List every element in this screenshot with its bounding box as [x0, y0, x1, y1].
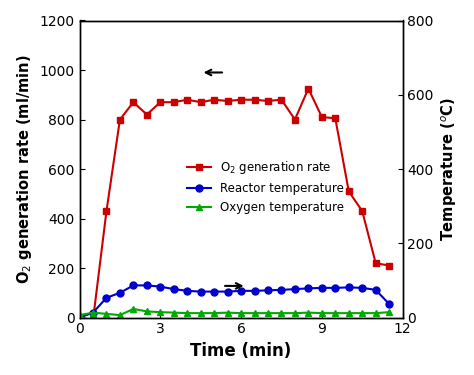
X-axis label: Time (min): Time (min) — [191, 342, 292, 360]
Legend: O$_2$ generation rate, Reactor temperature, Oxygen temperature: O$_2$ generation rate, Reactor temperatu… — [182, 155, 349, 219]
Y-axis label: Temperature ($^o$C): Temperature ($^o$C) — [439, 97, 459, 241]
Y-axis label: O$_2$ generation rate (ml/min): O$_2$ generation rate (ml/min) — [15, 54, 34, 284]
